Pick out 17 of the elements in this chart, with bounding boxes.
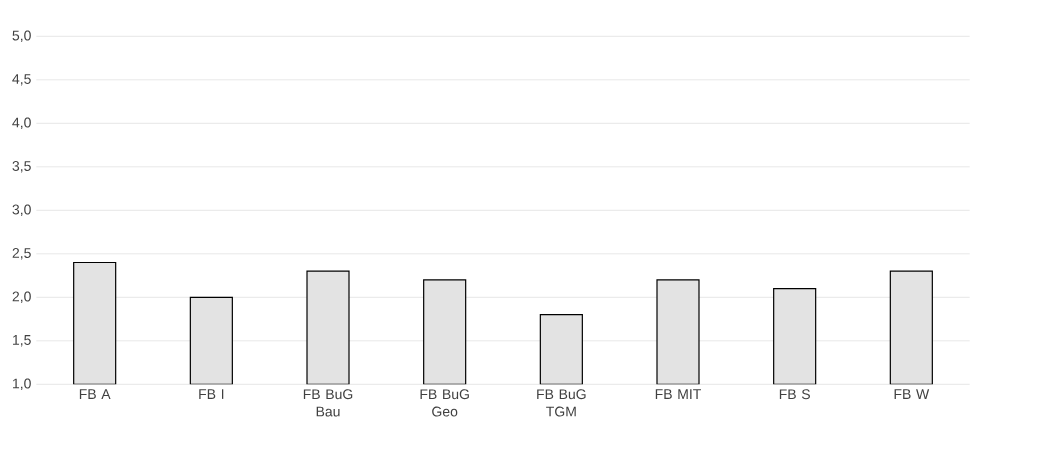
x-tick-label: FB BuG Bau bbox=[303, 389, 353, 417]
x-tick-label: FB MIT bbox=[655, 389, 701, 399]
x-tick-label: FB BuG Geo bbox=[420, 389, 469, 417]
y-tick-label: 1,0 bbox=[13, 378, 31, 391]
y-tick-label: 4,5 bbox=[12, 74, 31, 86]
x-tick-label: FB BuG TGM bbox=[537, 389, 586, 417]
x-tick-label: FB A bbox=[79, 389, 111, 399]
x-tick-label: FB I bbox=[199, 389, 224, 399]
y-tick-label: 3,5 bbox=[12, 161, 31, 173]
y-tick-label: 4,0 bbox=[12, 117, 31, 130]
y-tick-label: 3,0 bbox=[12, 204, 31, 217]
x-tick-label: FB S bbox=[779, 389, 810, 400]
x-tick-label: FB W bbox=[894, 389, 930, 399]
y-tick-label: 2,5 bbox=[12, 248, 31, 260]
y-tick-label: 5,0 bbox=[12, 30, 31, 43]
y-tick-label: 2,0 bbox=[12, 291, 31, 304]
y-tick-label: 1,5 bbox=[13, 335, 31, 347]
